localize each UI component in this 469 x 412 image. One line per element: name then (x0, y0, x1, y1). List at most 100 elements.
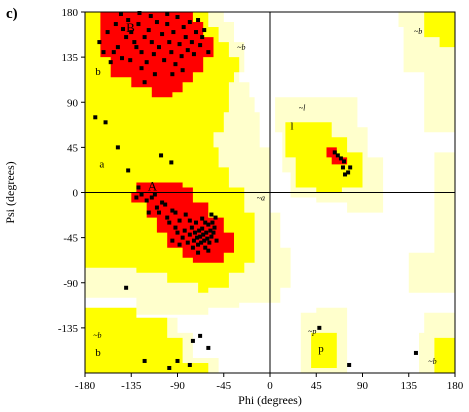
data-point (206, 345, 211, 350)
data-point (162, 58, 167, 63)
data-point (187, 232, 192, 237)
data-point (105, 30, 110, 35)
data-point (187, 20, 192, 25)
data-point (154, 20, 159, 25)
data-point (142, 35, 147, 40)
data-point (200, 226, 205, 231)
data-point (202, 238, 207, 243)
region-label: ~a (257, 194, 265, 203)
data-point (346, 170, 351, 175)
data-point (175, 230, 180, 235)
data-point (340, 165, 345, 170)
data-point (190, 245, 195, 250)
y-tick-label: -45 (63, 233, 78, 245)
data-point (142, 358, 147, 363)
data-point (149, 195, 154, 200)
data-point (181, 25, 186, 30)
data-point (93, 115, 98, 120)
data-point (198, 43, 203, 48)
data-point (347, 362, 352, 367)
region-label: b (95, 347, 101, 359)
data-point (134, 45, 139, 50)
data-point (136, 22, 141, 27)
data-point (198, 333, 203, 338)
data-point (169, 50, 174, 55)
y-tick-label: -90 (63, 278, 78, 290)
x-tick-label: 180 (447, 380, 464, 392)
data-point (170, 238, 175, 243)
data-point (169, 160, 174, 165)
data-point (165, 22, 170, 27)
data-point (149, 40, 154, 45)
data-point (97, 40, 102, 45)
data-point (129, 30, 134, 35)
data-point (206, 50, 211, 55)
data-point (132, 40, 137, 45)
data-point (170, 208, 175, 213)
data-point (173, 225, 178, 230)
data-point (183, 35, 188, 40)
data-point (177, 218, 182, 223)
data-point (205, 236, 210, 241)
data-point (139, 50, 144, 55)
data-point (160, 32, 165, 37)
data-point (121, 27, 126, 32)
data-point (206, 222, 211, 227)
data-point (195, 235, 200, 240)
data-point (338, 156, 343, 161)
data-point (209, 234, 214, 239)
region-label: ~b (414, 27, 422, 36)
data-point (196, 242, 201, 247)
data-point (152, 192, 157, 197)
data-point (185, 48, 190, 53)
x-axis: -180 -135 -90 -45 0 45 90 135 180 (75, 373, 464, 392)
data-point (203, 220, 208, 225)
data-point (183, 212, 188, 217)
data-point (194, 220, 198, 225)
data-point (167, 40, 172, 45)
data-point (209, 212, 214, 217)
data-point (348, 165, 353, 170)
data-point (154, 205, 159, 210)
data-point (175, 15, 180, 20)
x-tick-label: 90 (357, 380, 369, 392)
region-allowed-11 (434, 337, 455, 373)
data-point (194, 30, 198, 35)
data-point (197, 228, 202, 233)
data-point (126, 168, 131, 173)
y-axis-label: Psi (degrees) (3, 161, 17, 223)
data-point (343, 172, 348, 177)
point-layer (93, 11, 418, 370)
region-label: ~l (299, 103, 306, 112)
data-point (146, 210, 151, 215)
reference-lines (85, 12, 455, 373)
data-point (137, 11, 142, 16)
data-point (165, 12, 170, 17)
x-tick-label: 0 (267, 380, 273, 392)
region-label: B (126, 20, 135, 35)
data-point (157, 210, 161, 215)
data-point (171, 30, 176, 35)
region-label: A (148, 178, 158, 193)
data-point (187, 362, 192, 367)
data-point (191, 238, 196, 243)
data-point (413, 350, 418, 355)
x-tick-label: -90 (170, 380, 185, 392)
data-point (200, 35, 205, 40)
x-tick-label: 135 (401, 380, 418, 392)
region-core-13 (100, 12, 214, 98)
region-label: ~b (237, 43, 245, 52)
y-tick-label: 0 (73, 188, 79, 200)
data-point (139, 66, 144, 71)
data-point (191, 52, 196, 57)
data-point (146, 28, 151, 33)
x-tick-label: -45 (216, 380, 231, 392)
region-generous-4 (408, 152, 455, 293)
data-point (128, 58, 133, 63)
data-point (196, 250, 201, 255)
data-point (189, 225, 194, 230)
data-point (151, 52, 156, 57)
data-point (175, 358, 180, 363)
data-point (332, 150, 337, 155)
